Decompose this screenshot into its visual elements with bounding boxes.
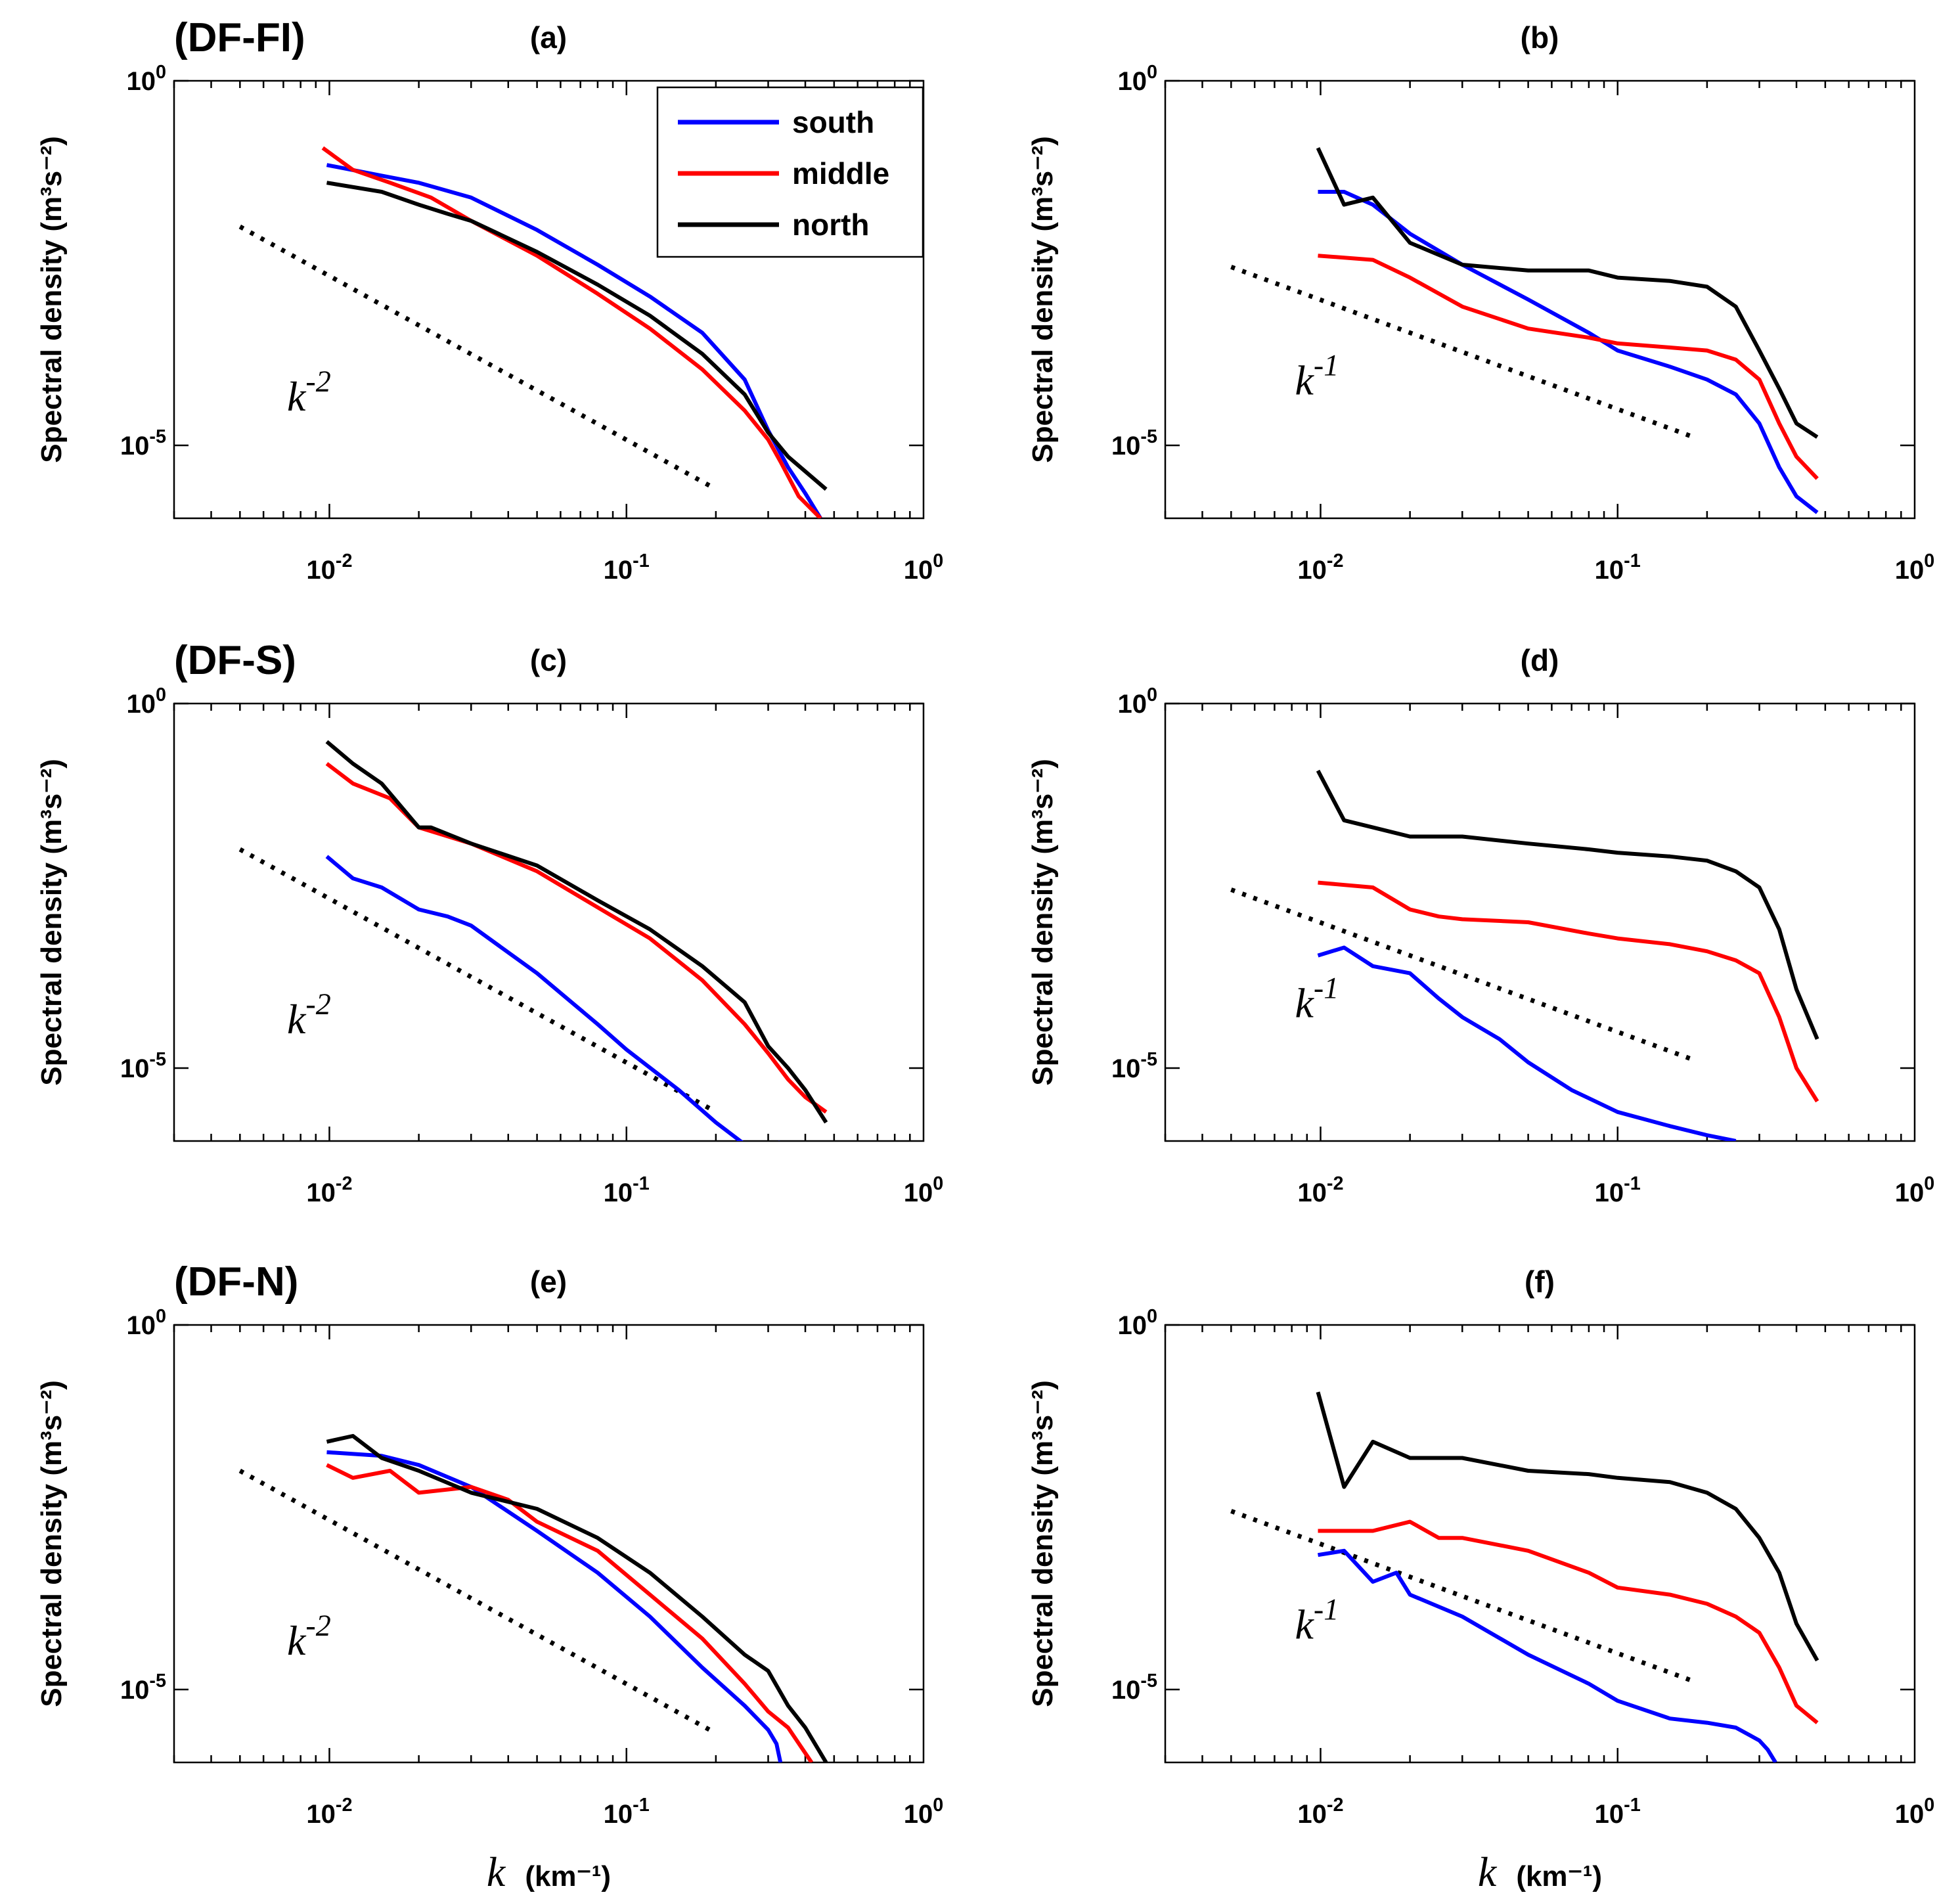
x-tick-label: 100 — [1895, 550, 1935, 585]
series-line-north — [326, 181, 828, 491]
x-tick-label: 10-1 — [604, 1795, 650, 1829]
y-tick-label: 10-5 — [120, 1670, 166, 1705]
y-axis-label: Spectral density (m³s⁻²) — [35, 1380, 68, 1707]
x-tick-label: 100 — [904, 1795, 944, 1829]
reference-slope-line — [238, 847, 717, 1114]
x-tick-label: 10-2 — [1297, 1795, 1343, 1829]
series-line-middle — [321, 146, 822, 518]
y-axis-label: Spectral density (m³s⁻²) — [35, 759, 68, 1086]
plot-frame — [1164, 79, 1916, 520]
y-tick-label: 10-5 — [1111, 1049, 1157, 1083]
series-line-north — [326, 1434, 828, 1762]
legend-label-south: south — [792, 105, 874, 139]
series-line-north — [1316, 769, 1819, 1040]
legend: south middle north — [656, 86, 924, 258]
panel-b: 10-2 10-1 100 100 10-5 k-1 (b) Spectral density… — [1027, 20, 1934, 585]
reference-slope-label: k-1 — [1295, 1593, 1339, 1648]
panel-label: (a) — [530, 20, 567, 55]
x-tick-label: 10-1 — [604, 1173, 650, 1207]
series-line-middle — [1318, 1519, 1819, 1724]
series-line-north — [325, 740, 828, 1124]
panel-label: (d) — [1521, 643, 1559, 677]
reference-slope-line — [238, 224, 717, 491]
series-line-south — [1318, 1548, 1777, 1762]
x-tick-label: 100 — [904, 550, 944, 585]
y-axis-label: Spectral density (m³s⁻²) — [1027, 759, 1059, 1086]
panel-label: (f) — [1525, 1265, 1555, 1299]
reference-slope-label: k-2 — [287, 1609, 331, 1664]
y-tick-label: 100 — [1117, 1306, 1157, 1340]
x-tick-label: 10-2 — [306, 1173, 352, 1207]
row-label: (DF-FI) — [174, 15, 305, 60]
y-tick-label: 100 — [1117, 62, 1157, 96]
series-line-middle — [1318, 880, 1819, 1103]
panel-label: (c) — [530, 643, 567, 677]
x-tick-label: 10-2 — [306, 1795, 352, 1829]
panel-c: 10-2 10-1 100 100 10-5 k-2 (c) Spectral density… — [35, 643, 943, 1207]
panel-d: 10-2 10-1 100 100 10-5 k-1 (d) Spectral density… — [1027, 643, 1934, 1207]
reference-slope-label: k-1 — [1295, 972, 1339, 1027]
legend-label-middle: middle — [792, 156, 889, 190]
y-axis-label: Spectral density (m³s⁻²) — [1027, 136, 1059, 463]
y-tick-label: 100 — [1117, 684, 1157, 719]
x-tick-label: 10-2 — [1297, 550, 1343, 585]
y-axis-label: Spectral density (m³s⁻²) — [35, 136, 68, 463]
row-label: (DF-N) — [174, 1259, 298, 1305]
y-tick-label: 10-5 — [120, 1049, 166, 1083]
x-tick-label: 100 — [1895, 1795, 1935, 1829]
x-axis-label: k (km⁻¹) — [487, 1848, 611, 1895]
x-tick-label: 10-2 — [306, 550, 352, 585]
reference-slope-label: k-1 — [1295, 349, 1339, 404]
y-tick-label: 100 — [126, 1306, 166, 1340]
series-line-middle — [325, 762, 828, 1114]
reference-slope-label: k-2 — [287, 987, 331, 1042]
series-line-north — [1316, 146, 1819, 439]
y-tick-label: 10-5 — [1111, 426, 1157, 460]
y-tick-label: 100 — [126, 62, 166, 96]
x-tick-label: 100 — [904, 1173, 944, 1207]
x-tick-label: 100 — [1895, 1173, 1935, 1207]
reference-slope-line — [238, 1468, 717, 1735]
y-axis-label: Spectral density (m³s⁻²) — [1027, 1380, 1059, 1707]
y-tick-label: 10-5 — [1111, 1670, 1157, 1705]
plot-frame — [173, 1324, 925, 1764]
plot-frame — [173, 702, 925, 1142]
y-tick-label: 10-5 — [120, 426, 166, 460]
x-axis-label: k (km⁻¹) — [1478, 1848, 1602, 1895]
series-line-south — [1317, 945, 1737, 1141]
panel-label: (b) — [1521, 20, 1559, 55]
panel-e: 10-2 10-1 100 100 10-5 k-2 (e) Spectral density… — [35, 1265, 943, 1895]
series-line-south — [326, 163, 822, 518]
x-tick-label: 10-2 — [1297, 1173, 1343, 1207]
reference-slope-label: k-2 — [287, 365, 331, 420]
y-tick-label: 100 — [126, 684, 166, 719]
x-tick-label: 10-1 — [604, 550, 650, 585]
x-tick-label: 10-1 — [1595, 1173, 1641, 1207]
legend-label-north: north — [792, 208, 870, 242]
plot-frame — [1164, 1324, 1916, 1764]
x-tick-label: 10-1 — [1595, 1795, 1641, 1829]
series-line-south — [326, 1450, 783, 1762]
panel-label: (e) — [530, 1265, 567, 1299]
series-line-north — [1316, 1391, 1819, 1662]
row-label: (DF-S) — [174, 638, 296, 683]
series-line-south — [325, 855, 781, 1141]
x-tick-label: 10-1 — [1595, 550, 1641, 585]
series-line-middle — [326, 1463, 814, 1762]
series-line-middle — [1318, 254, 1819, 480]
panel-f: 10-2 10-1 100 100 10-5 k-1 (f) Spectral density… — [1027, 1265, 1934, 1895]
